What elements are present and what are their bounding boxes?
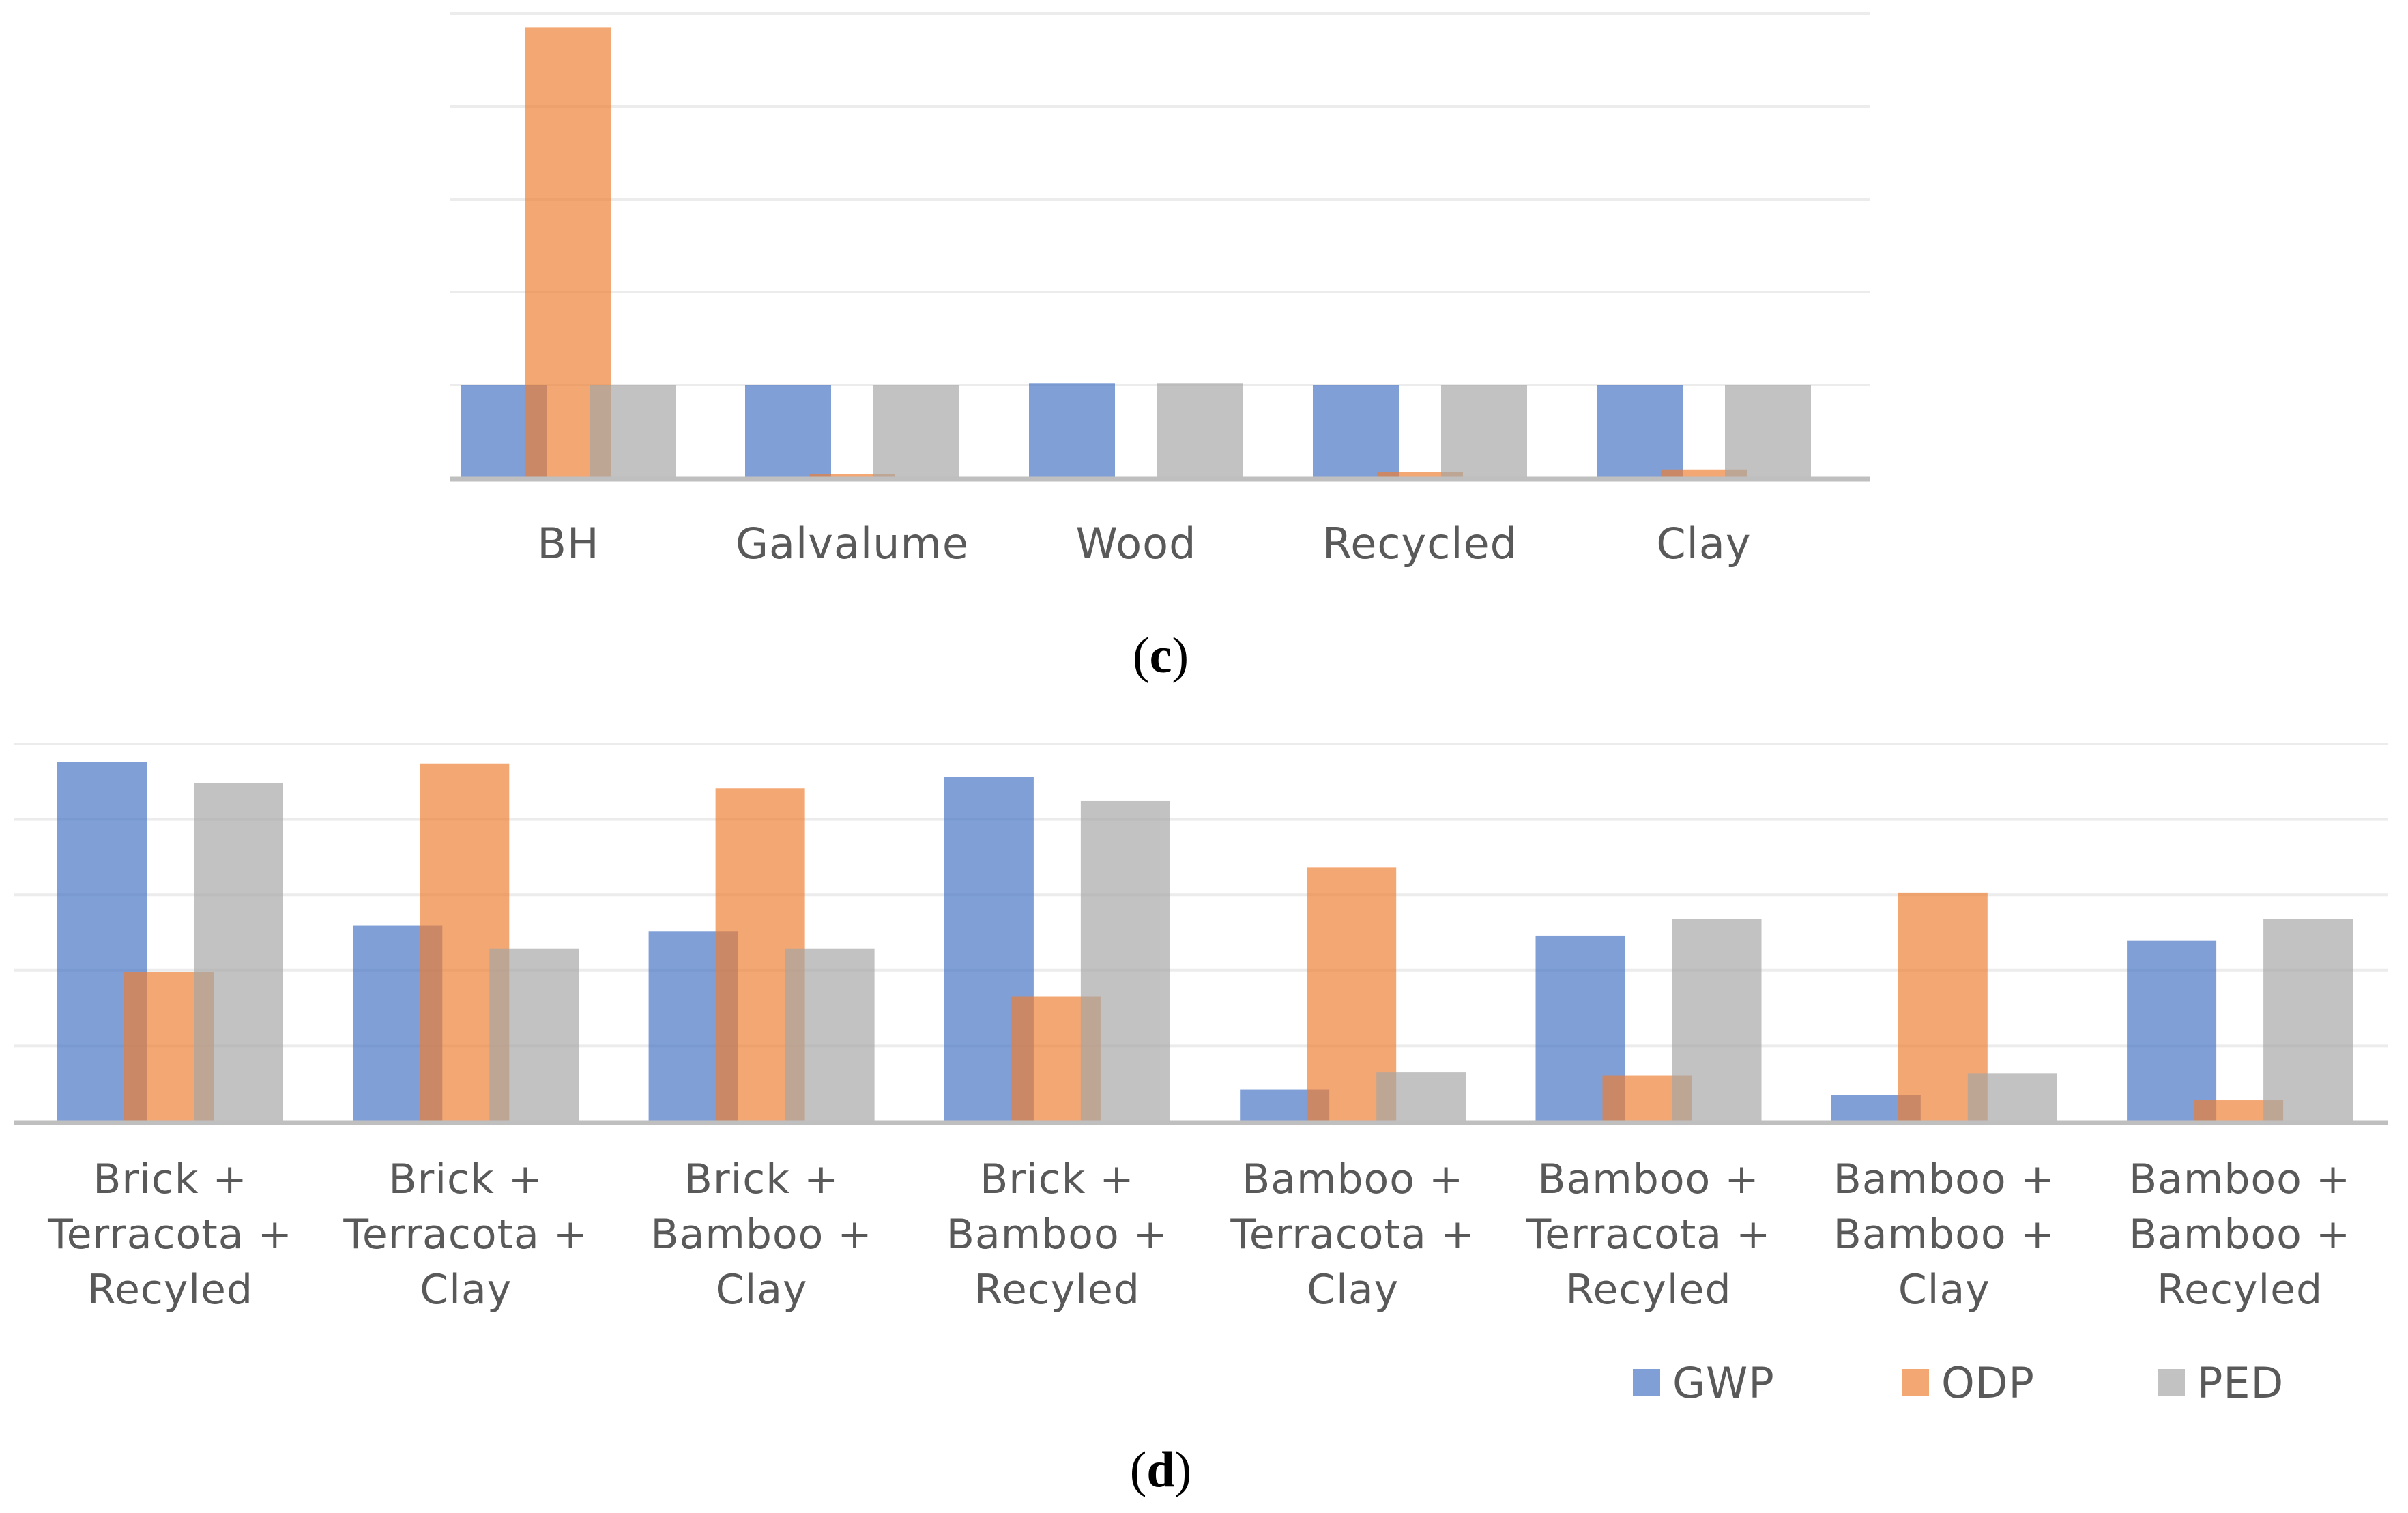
chart-d-tick-label-line: Brick + — [980, 1155, 1135, 1203]
chart-c-bar-galvalume-ped — [873, 385, 959, 478]
chart-c-panel-label: (c) — [1133, 628, 1189, 684]
chart-c-tick-label: BH — [537, 519, 599, 568]
chart-d-bar-brick-bamboo-clay-ped — [785, 948, 875, 1121]
chart-d-bars — [57, 762, 2353, 1121]
chart-c-tick-label: Recycled — [1322, 519, 1518, 568]
chart-d-tick-label-line: Brick + — [93, 1155, 248, 1203]
chart-d-tick-label-line: Bamboo + — [2129, 1211, 2351, 1258]
chart-d-tick-label: Brick + Bamboo + Recyled — [946, 1155, 1168, 1314]
chart-c-bars — [461, 27, 1811, 478]
chart-d-x-tick-labels: Brick + Terracota + Recyled Brick + Terracot… — [47, 1155, 2351, 1314]
chart-d-tick-label-line: Recyled — [87, 1266, 253, 1314]
chart-c-panel-label-open: ( — [1133, 628, 1150, 684]
legend-item-gwp: GWP — [1633, 1358, 1775, 1408]
chart-d-tick-label: Bamboo + Terracota + Clay — [1230, 1155, 1475, 1314]
chart-c-bar-wood-ped — [1157, 383, 1243, 478]
chart-d-tick-label-line: Bamboo + — [1537, 1155, 1759, 1203]
chart-d-legend: GWP ODP PED — [1633, 1358, 2284, 1408]
chart-d-tick-label-line: Brick + — [389, 1155, 544, 1203]
chart-c-tick-label: Clay — [1656, 519, 1751, 568]
chart-d-tick-label-line: Terracota + — [1526, 1211, 1771, 1258]
chart-d-bar-bamboo-terracota-recyled-ped — [1672, 919, 1762, 1121]
chart-c-bar-clay-gwp — [1597, 385, 1683, 478]
chart-c-tick-label: Wood — [1076, 519, 1197, 568]
chart-d-panel-label: (d) — [1130, 1442, 1191, 1498]
chart-c-bar-galvalume-odp — [809, 474, 895, 478]
chart-d-tick-label-line: Terracota + — [47, 1211, 293, 1258]
legend-label-gwp: GWP — [1672, 1358, 1775, 1408]
chart-c-tick-label: Galvalume — [736, 519, 969, 568]
chart-d-tick-label-line: Bamboo + — [2129, 1155, 2351, 1203]
chart-c: BH Galvalume Wood Recycled Clay (c) — [450, 12, 1870, 684]
chart-d-tick-label-line: Recyled — [974, 1266, 1140, 1314]
chart-c-bar-recycled-gwp — [1313, 385, 1399, 478]
chart-d-tick-label-line: Bamboo + — [650, 1211, 872, 1258]
chart-d-tick-label: Brick + Terracota + Recyled — [47, 1155, 293, 1314]
chart-c-bar-recycled-odp — [1377, 472, 1463, 478]
chart-c-x-tick-labels: BH Galvalume Wood Recycled Clay — [537, 519, 1751, 568]
chart-d-tick-label-line: Brick + — [684, 1155, 839, 1203]
chart-d-bar-bamboo-bamboo-recyled-ped — [2263, 919, 2353, 1121]
legend-swatch-gwp — [1633, 1369, 1660, 1396]
chart-d-bar-bamboo-bamboo-recyled-gwp — [2127, 940, 2217, 1121]
chart-d-tick-label: Bamboo + Terracota + Recyled — [1526, 1155, 1771, 1314]
chart-c-bar-clay-ped — [1725, 385, 1811, 478]
legend-swatch-ped — [2158, 1369, 2185, 1396]
chart-d-tick-label-line: Clay — [1307, 1266, 1399, 1314]
chart-d-tick-label-line: Clay — [420, 1266, 512, 1314]
chart-d-panel-label-close: ) — [1175, 1442, 1192, 1498]
chart-d-bar-bamboo-bamboo-clay-ped — [1967, 1073, 2057, 1121]
chart-d-tick-label-line: Recyled — [1565, 1266, 1731, 1314]
chart-d-tick-label-line: Clay — [716, 1266, 808, 1314]
legend-swatch-odp — [1902, 1369, 1929, 1396]
chart-d-bar-bamboo-terracota-clay-ped — [1376, 1072, 1466, 1121]
chart-d-panel-label-letter: d — [1146, 1442, 1174, 1498]
chart-d-tick-label: Brick + Bamboo + Clay — [650, 1155, 872, 1314]
chart-d-bar-brick-bamboo-recyled-ped — [1080, 800, 1170, 1121]
legend-label-ped: PED — [2197, 1358, 2284, 1408]
chart-c-bar-wood-gwp — [1029, 383, 1115, 478]
chart-d-panel-label-open: ( — [1130, 1442, 1147, 1498]
chart-c-tick-label-line: Galvalume — [736, 519, 969, 568]
chart-c-tick-label-line: BH — [537, 519, 599, 568]
chart-c-tick-label-line: Wood — [1076, 519, 1197, 568]
chart-d-bar-brick-terracota-recyled-ped — [194, 783, 283, 1121]
chart-d-tick-label-line: Clay — [1898, 1266, 1990, 1314]
chart-d-tick-label-line: Bamboo + — [1242, 1155, 1464, 1203]
legend-label-odp: ODP — [1941, 1358, 2035, 1408]
chart-d-tick-label-line: Terracota + — [343, 1211, 588, 1258]
chart-d-bar-brick-terracota-clay-ped — [489, 948, 579, 1121]
chart-d-tick-label: Brick + Terracota + Clay — [343, 1155, 588, 1314]
chart-c-bar-recycled-ped — [1441, 385, 1527, 478]
chart-c-bar-bh-ped — [590, 385, 676, 478]
chart-d-tick-label-line: Bamboo + — [946, 1211, 1168, 1258]
legend-item-ped: PED — [2158, 1358, 2284, 1408]
chart-c-tick-label-line: Clay — [1656, 519, 1751, 568]
chart-d-tick-label-line: Recyled — [2157, 1266, 2323, 1314]
legend-item-odp: ODP — [1902, 1358, 2035, 1408]
chart-c-tick-label-line: Recycled — [1322, 519, 1518, 568]
chart-d-tick-label-line: Terracota + — [1230, 1211, 1475, 1258]
chart-d-tick-label: Bamboo + Bamboo + Recyled — [2129, 1155, 2351, 1314]
chart-c-panel-label-letter: c — [1150, 628, 1172, 684]
chart-d-tick-label: Bamboo + Bamboo + Clay — [1833, 1155, 2055, 1314]
chart-d-tick-label-line: Bamboo + — [1833, 1155, 2055, 1203]
chart-c-panel-label-close: ) — [1172, 628, 1189, 684]
chart-c-bar-galvalume-gwp — [745, 385, 831, 478]
chart-d: Brick + Terracota + Recyled Brick + Terracot… — [14, 743, 2388, 1498]
chart-d-tick-label-line: Bamboo + — [1833, 1211, 2055, 1258]
